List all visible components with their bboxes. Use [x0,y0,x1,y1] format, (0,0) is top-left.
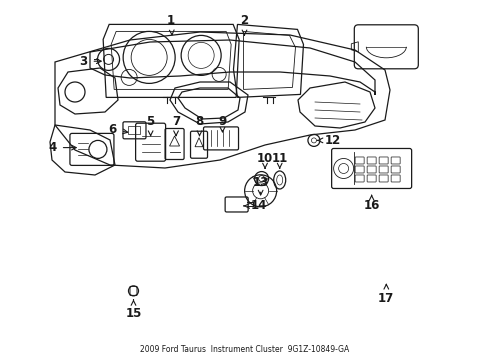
Text: 8: 8 [195,115,203,136]
Bar [128,126,140,134]
Text: 4: 4 [48,141,76,154]
Text: 6: 6 [108,123,127,136]
Text: 13: 13 [252,176,268,195]
Text: 1: 1 [167,14,175,35]
Text: 9: 9 [218,115,226,132]
Text: 2: 2 [240,14,248,35]
Text: 7: 7 [172,115,180,136]
Text: 2009 Ford Taurus  Instrument Cluster  9G1Z-10849-GA: 2009 Ford Taurus Instrument Cluster 9G1Z… [140,345,348,354]
Text: 17: 17 [377,284,394,305]
Text: 16: 16 [363,195,379,212]
Text: 15: 15 [125,300,142,320]
Text: 14: 14 [244,199,267,212]
Text: 11: 11 [271,152,287,168]
Text: 12: 12 [317,134,340,147]
Text: 10: 10 [256,152,273,168]
Text: 3: 3 [79,55,101,68]
Text: 5: 5 [146,115,154,136]
